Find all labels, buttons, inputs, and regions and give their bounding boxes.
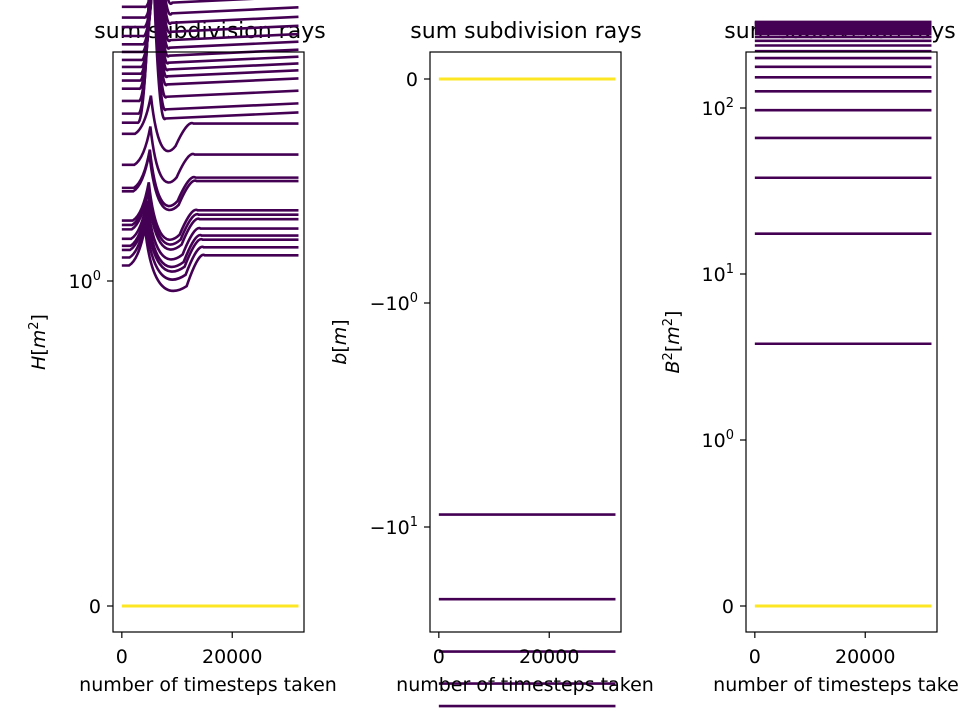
- panel-h-y-tick-label: 0: [89, 596, 101, 618]
- panel-h-ray-line: [121, 182, 299, 241]
- panel-b-y-label: b[m]: [329, 319, 351, 364]
- panel-b-x-ticks: 0 20000: [433, 632, 579, 668]
- panel-h-ray-line: [121, 0, 299, 29]
- panel-h-x-label: number of timesteps taken: [79, 674, 337, 696]
- panel-h-ray-line: [121, 0, 299, 103]
- panel-b-x-tick-label: 20000: [519, 646, 579, 668]
- panel-b2-y-tick-label: 100: [702, 428, 734, 452]
- panel-b-x-label: number of timesteps taken: [396, 674, 654, 696]
- panel-b-series: [438, 77, 616, 708]
- panel-h-ray-line: [121, 219, 299, 281]
- panel-h-ray-line: [121, 95, 299, 153]
- panel-h-ray-line: [121, 0, 299, 38]
- panel-b-y-tick-label: −101: [370, 515, 418, 539]
- panel-h-ray-line: [121, 149, 299, 208]
- panel-h-ray-line: [121, 186, 299, 246]
- panel-h-x-tick-label: 20000: [202, 646, 262, 668]
- panel-h-ray-line: [121, 126, 299, 184]
- panel-b2-x-ticks: 0 20000: [749, 632, 895, 668]
- panel-b-title: sum subdivision rays: [410, 19, 641, 44]
- panel-h-series: [121, 0, 299, 608]
- panel-h-ray-line: [121, 190, 299, 251]
- panel-h-axes-frame: [112, 51, 305, 633]
- panel-h-ray-line: [121, 207, 299, 269]
- panel-b2-x-tick-label: 0: [749, 646, 761, 668]
- panel-b2-axes-frame: [745, 51, 938, 633]
- panel-h-ray-line: [121, 0, 299, 115]
- panel-h-ray-line: [121, 211, 299, 273]
- panel-b-y-tick-label: −100: [370, 291, 418, 315]
- panel-h-ray-line: [121, 0, 299, 19]
- panel-h-title: sum subdivision rays: [94, 19, 325, 44]
- panel-b2-x-label: number of timesteps taken: [713, 674, 960, 696]
- panel-h-ray-line: [121, 200, 299, 261]
- panel-b2-y-tick-label: 102: [702, 96, 734, 120]
- panel-h-ray-line: [121, 227, 299, 293]
- panel-b-x-tick-label: 0: [433, 646, 445, 668]
- panel-h-ray-line: [121, 0, 299, 46]
- panel-b-y-tick-label: 0: [406, 69, 418, 91]
- panel-b2-y-label: B2[m2]: [661, 311, 684, 374]
- panel-h-y-label: H[m2]: [27, 314, 50, 370]
- panel-h-y-tick-label: 100: [69, 269, 101, 293]
- panel-b2-y-tick-label: 0: [722, 596, 734, 618]
- panel-h-ray-line: [121, 0, 299, 62]
- panel-b2-x-tick-label: 20000: [835, 646, 895, 668]
- panel-h-ray-line: [121, 0, 255, 9]
- panel-h-x-ticks: 0 20000: [116, 632, 262, 668]
- panel-b-y-ticks: 0−100−101−102: [370, 69, 430, 539]
- panel-h-x-tick-label: 0: [116, 646, 128, 668]
- panel-b2-y-ticks: 0 100 101 102: [702, 96, 746, 618]
- panel-b2-y-tick-label: 101: [702, 262, 734, 286]
- panel-b2-series: [754, 20, 932, 608]
- panel-h-ray-line: [121, 0, 299, 54]
- panel-b-axes-frame: [429, 51, 622, 633]
